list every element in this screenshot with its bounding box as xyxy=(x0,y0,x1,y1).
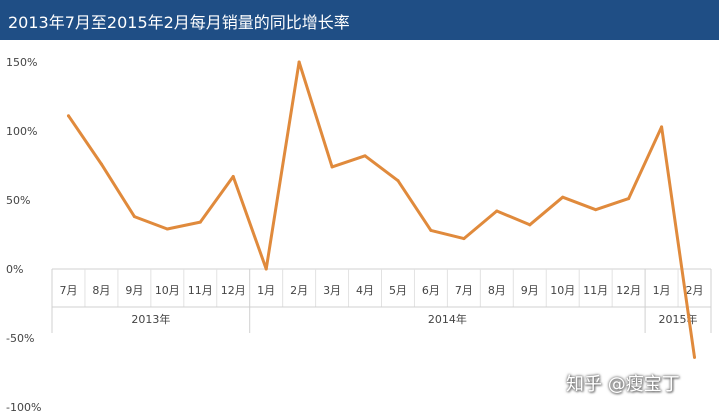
x-tick-label: 4月 xyxy=(356,284,374,297)
group-label: 2014年 xyxy=(428,312,467,326)
x-tick-label: 7月 xyxy=(455,284,473,297)
data-point xyxy=(264,267,268,271)
data-point xyxy=(198,220,202,224)
data-point xyxy=(594,208,598,212)
data-point xyxy=(165,227,169,231)
data-point xyxy=(396,179,400,183)
title-bar: 2013年7月至2015年2月每月销量的同比增长率 xyxy=(0,0,719,40)
x-tick-label: 6月 xyxy=(422,284,440,297)
x-tick-label: 11月 xyxy=(583,284,608,297)
data-point xyxy=(660,125,664,129)
data-point xyxy=(495,209,499,213)
data-point xyxy=(462,237,466,241)
data-point xyxy=(231,175,235,179)
y-tick-label: 100% xyxy=(6,125,37,138)
x-tick-label: 7月 xyxy=(59,284,77,297)
data-point xyxy=(297,60,301,64)
x-tick-label: 10月 xyxy=(155,284,180,297)
x-tick-label: 8月 xyxy=(488,284,506,297)
x-tick-label: 9月 xyxy=(125,284,143,297)
data-point xyxy=(561,195,565,199)
x-tick-label: 10月 xyxy=(550,284,575,297)
x-tick-label: 3月 xyxy=(323,284,341,297)
chart-title: 2013年7月至2015年2月每月销量的同比增长率 xyxy=(8,13,350,32)
series-line xyxy=(67,60,696,359)
x-tick-label: 5月 xyxy=(389,284,407,297)
data-point xyxy=(693,355,697,359)
y-tick-label: 0% xyxy=(6,263,23,276)
y-tick-label: 150% xyxy=(6,56,37,69)
x-tick-label: 2月 xyxy=(290,284,308,297)
x-tick-label: 1月 xyxy=(257,284,275,297)
data-point xyxy=(627,197,631,201)
x-tick-label: 12月 xyxy=(616,284,641,297)
x-tick-label: 11月 xyxy=(188,284,213,297)
x-tick-label: 1月 xyxy=(653,284,671,297)
data-point xyxy=(528,223,532,227)
data-point xyxy=(99,162,103,166)
data-point xyxy=(66,114,70,118)
x-tick-label: 12月 xyxy=(221,284,246,297)
group-label: 2015年 xyxy=(659,312,698,326)
y-tick-label: -50% xyxy=(6,332,34,345)
data-point xyxy=(330,165,334,169)
x-tick-label: 9月 xyxy=(521,284,539,297)
y-tick-label: 50% xyxy=(6,194,30,207)
x-tick-label: 8月 xyxy=(92,284,110,297)
data-point xyxy=(363,154,367,158)
data-point xyxy=(429,228,433,232)
data-point xyxy=(132,215,136,219)
x-tick-label: 2月 xyxy=(686,284,704,297)
watermark-text: 知乎 @瘦宝丁 xyxy=(566,374,680,395)
group-label: 2013年 xyxy=(131,312,170,326)
y-tick-label: -100% xyxy=(6,401,41,414)
